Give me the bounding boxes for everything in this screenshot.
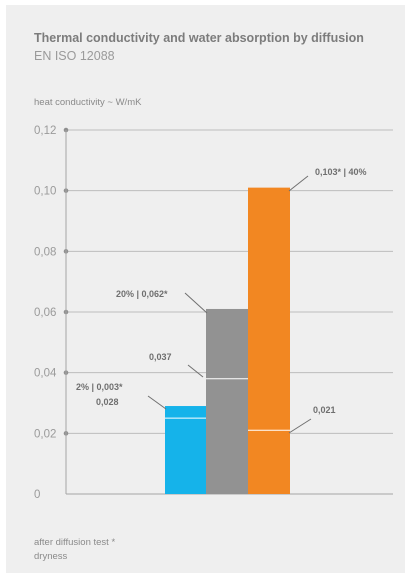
y-tick-label-3: 0,06 (34, 307, 56, 319)
data-label-bar-1-after-test: 20% | 0,062* (116, 289, 168, 299)
y-tick-label-1: 0,02 (34, 428, 56, 440)
data-label-bar-2-after-test: 0,103* | 40% (315, 167, 367, 177)
data-label-bar-0-dryness: 0,028 (96, 397, 119, 407)
y-tick-label-0: 0 (34, 489, 40, 501)
legend-after-test: after diffusion test * (34, 537, 116, 548)
data-label-bar-0-after-test: 2% | 0,003* (76, 382, 123, 392)
bar-2 (248, 187, 290, 494)
data-label-bar-1-dryness: 0,037 (149, 352, 172, 362)
y-tick-label-6: 0,12 (34, 125, 56, 137)
callout-leader-4 (288, 175, 309, 192)
bar-0 (165, 406, 207, 494)
chart-subtitle: EN ISO 12088 (34, 49, 115, 63)
bar-1 (206, 308, 248, 494)
y-axis-label: heat conductivity ~ W/mK (34, 97, 142, 108)
y-tick-label-2: 0,04 (34, 368, 57, 380)
legend-dryness: dryness (34, 551, 68, 562)
callout-leader-0 (147, 395, 167, 410)
data-label-bar-2-dryness: 0,021 (313, 405, 336, 415)
chart-title: Thermal conductivity and water absorptio… (34, 31, 364, 45)
y-tick-label-4: 0,08 (34, 246, 56, 258)
callout-leader-2 (184, 292, 208, 314)
y-tick-label-5: 0,10 (34, 186, 56, 198)
callout-leader-5 (288, 418, 312, 434)
callout-leader-3 (187, 364, 204, 378)
